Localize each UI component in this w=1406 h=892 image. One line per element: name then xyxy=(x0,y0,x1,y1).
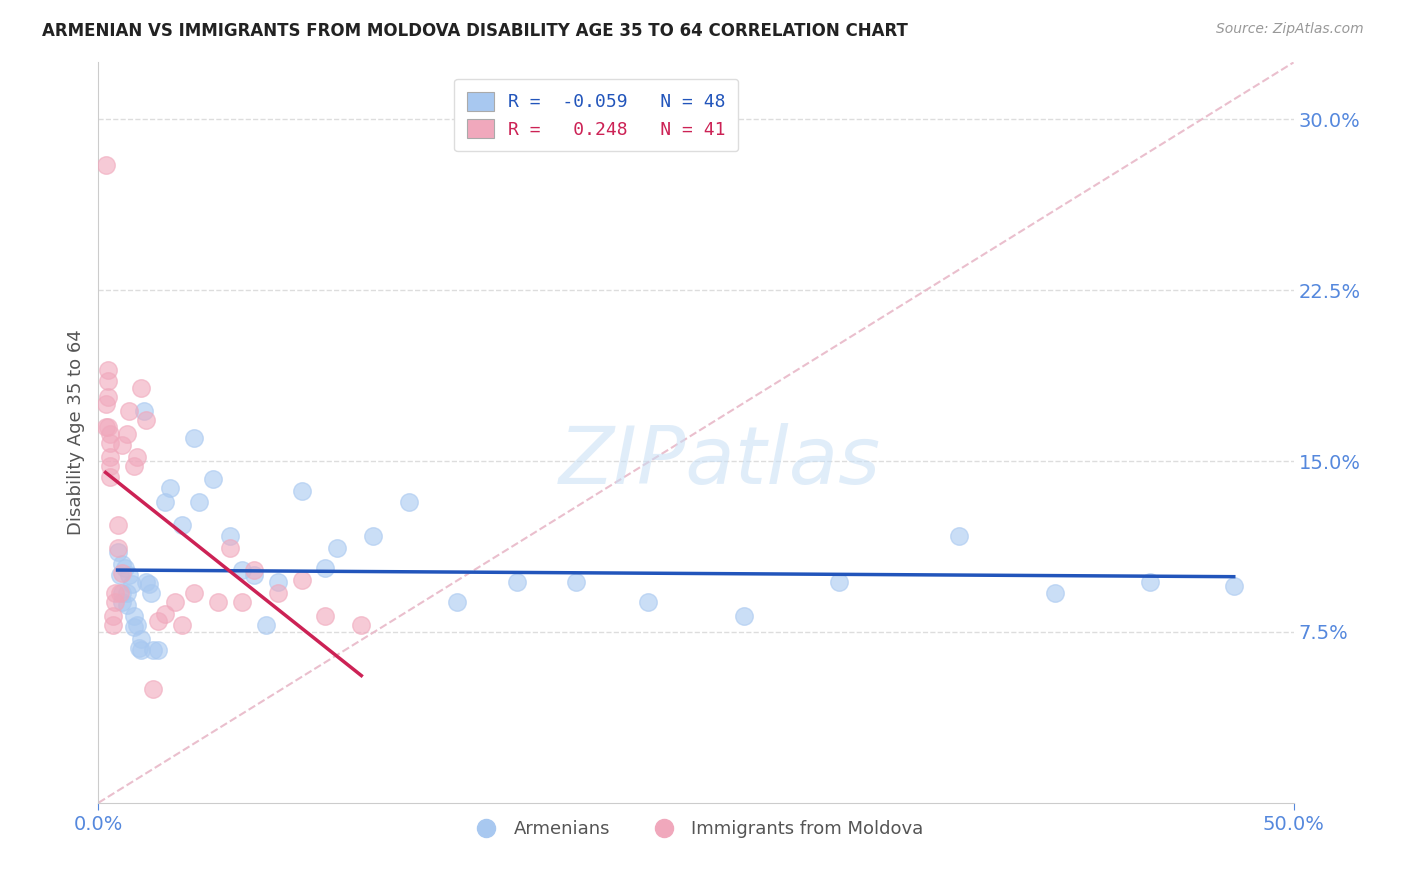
Point xyxy=(398,495,420,509)
Point xyxy=(104,586,127,600)
Point xyxy=(124,458,146,473)
Point xyxy=(125,450,148,464)
Point xyxy=(111,557,134,571)
Point xyxy=(254,618,277,632)
Point xyxy=(202,472,225,486)
Point xyxy=(148,614,170,628)
Point xyxy=(108,586,131,600)
Point xyxy=(98,435,122,450)
Point xyxy=(267,574,290,589)
Point xyxy=(94,420,117,434)
Point xyxy=(139,586,162,600)
Point xyxy=(97,420,120,434)
Point xyxy=(115,426,138,441)
Point xyxy=(108,568,131,582)
Point xyxy=(187,495,209,509)
Point xyxy=(94,397,117,411)
Point xyxy=(163,595,186,609)
Point xyxy=(98,470,122,484)
Point xyxy=(138,577,160,591)
Point xyxy=(107,545,129,559)
Point xyxy=(115,598,138,612)
Point xyxy=(219,529,242,543)
Point xyxy=(114,561,136,575)
Point xyxy=(291,483,314,498)
Point xyxy=(131,643,153,657)
Point xyxy=(101,609,124,624)
Point xyxy=(94,158,117,172)
Point xyxy=(243,564,266,578)
Point xyxy=(315,561,337,575)
Point xyxy=(948,529,970,543)
Point xyxy=(98,450,122,464)
Legend: Armenians, Immigrants from Moldova: Armenians, Immigrants from Moldova xyxy=(461,814,931,846)
Point xyxy=(135,574,157,589)
Point xyxy=(183,431,205,445)
Point xyxy=(128,640,150,655)
Text: Source: ZipAtlas.com: Source: ZipAtlas.com xyxy=(1216,22,1364,37)
Point xyxy=(118,568,141,582)
Point xyxy=(132,404,155,418)
Point xyxy=(124,609,146,624)
Point xyxy=(97,375,120,389)
Point xyxy=(124,620,146,634)
Point xyxy=(104,595,127,609)
Point xyxy=(231,595,253,609)
Point xyxy=(1139,574,1161,589)
Point xyxy=(118,404,141,418)
Point xyxy=(326,541,349,555)
Point xyxy=(231,564,253,578)
Point xyxy=(98,426,122,441)
Point xyxy=(1223,579,1246,593)
Point xyxy=(828,574,851,589)
Point xyxy=(142,643,165,657)
Point xyxy=(267,586,290,600)
Point xyxy=(148,643,170,657)
Point xyxy=(506,574,529,589)
Point xyxy=(637,595,659,609)
Point xyxy=(121,577,143,591)
Point xyxy=(219,541,242,555)
Point xyxy=(131,381,153,395)
Point xyxy=(107,541,129,555)
Point xyxy=(97,363,120,377)
Point xyxy=(159,482,181,496)
Point xyxy=(565,574,588,589)
Point xyxy=(98,458,122,473)
Point xyxy=(135,413,157,427)
Point xyxy=(125,618,148,632)
Y-axis label: Disability Age 35 to 64: Disability Age 35 to 64 xyxy=(66,330,84,535)
Point xyxy=(107,517,129,532)
Point xyxy=(155,607,177,621)
Point xyxy=(101,618,124,632)
Point xyxy=(155,495,177,509)
Point xyxy=(111,595,134,609)
Text: ARMENIAN VS IMMIGRANTS FROM MOLDOVA DISABILITY AGE 35 TO 64 CORRELATION CHART: ARMENIAN VS IMMIGRANTS FROM MOLDOVA DISA… xyxy=(42,22,908,40)
Point xyxy=(111,566,134,580)
Point xyxy=(111,438,134,452)
Point xyxy=(131,632,153,646)
Point xyxy=(142,681,165,696)
Point xyxy=(363,529,385,543)
Point xyxy=(350,618,373,632)
Point xyxy=(172,517,194,532)
Point xyxy=(291,573,314,587)
Point xyxy=(207,595,229,609)
Point xyxy=(115,586,138,600)
Point xyxy=(446,595,468,609)
Point xyxy=(111,586,134,600)
Point xyxy=(1043,586,1066,600)
Point xyxy=(243,568,266,582)
Text: ZIPatlas: ZIPatlas xyxy=(558,423,882,501)
Point xyxy=(172,618,194,632)
Point xyxy=(315,609,337,624)
Point xyxy=(183,586,205,600)
Point xyxy=(97,390,120,404)
Point xyxy=(733,609,755,624)
